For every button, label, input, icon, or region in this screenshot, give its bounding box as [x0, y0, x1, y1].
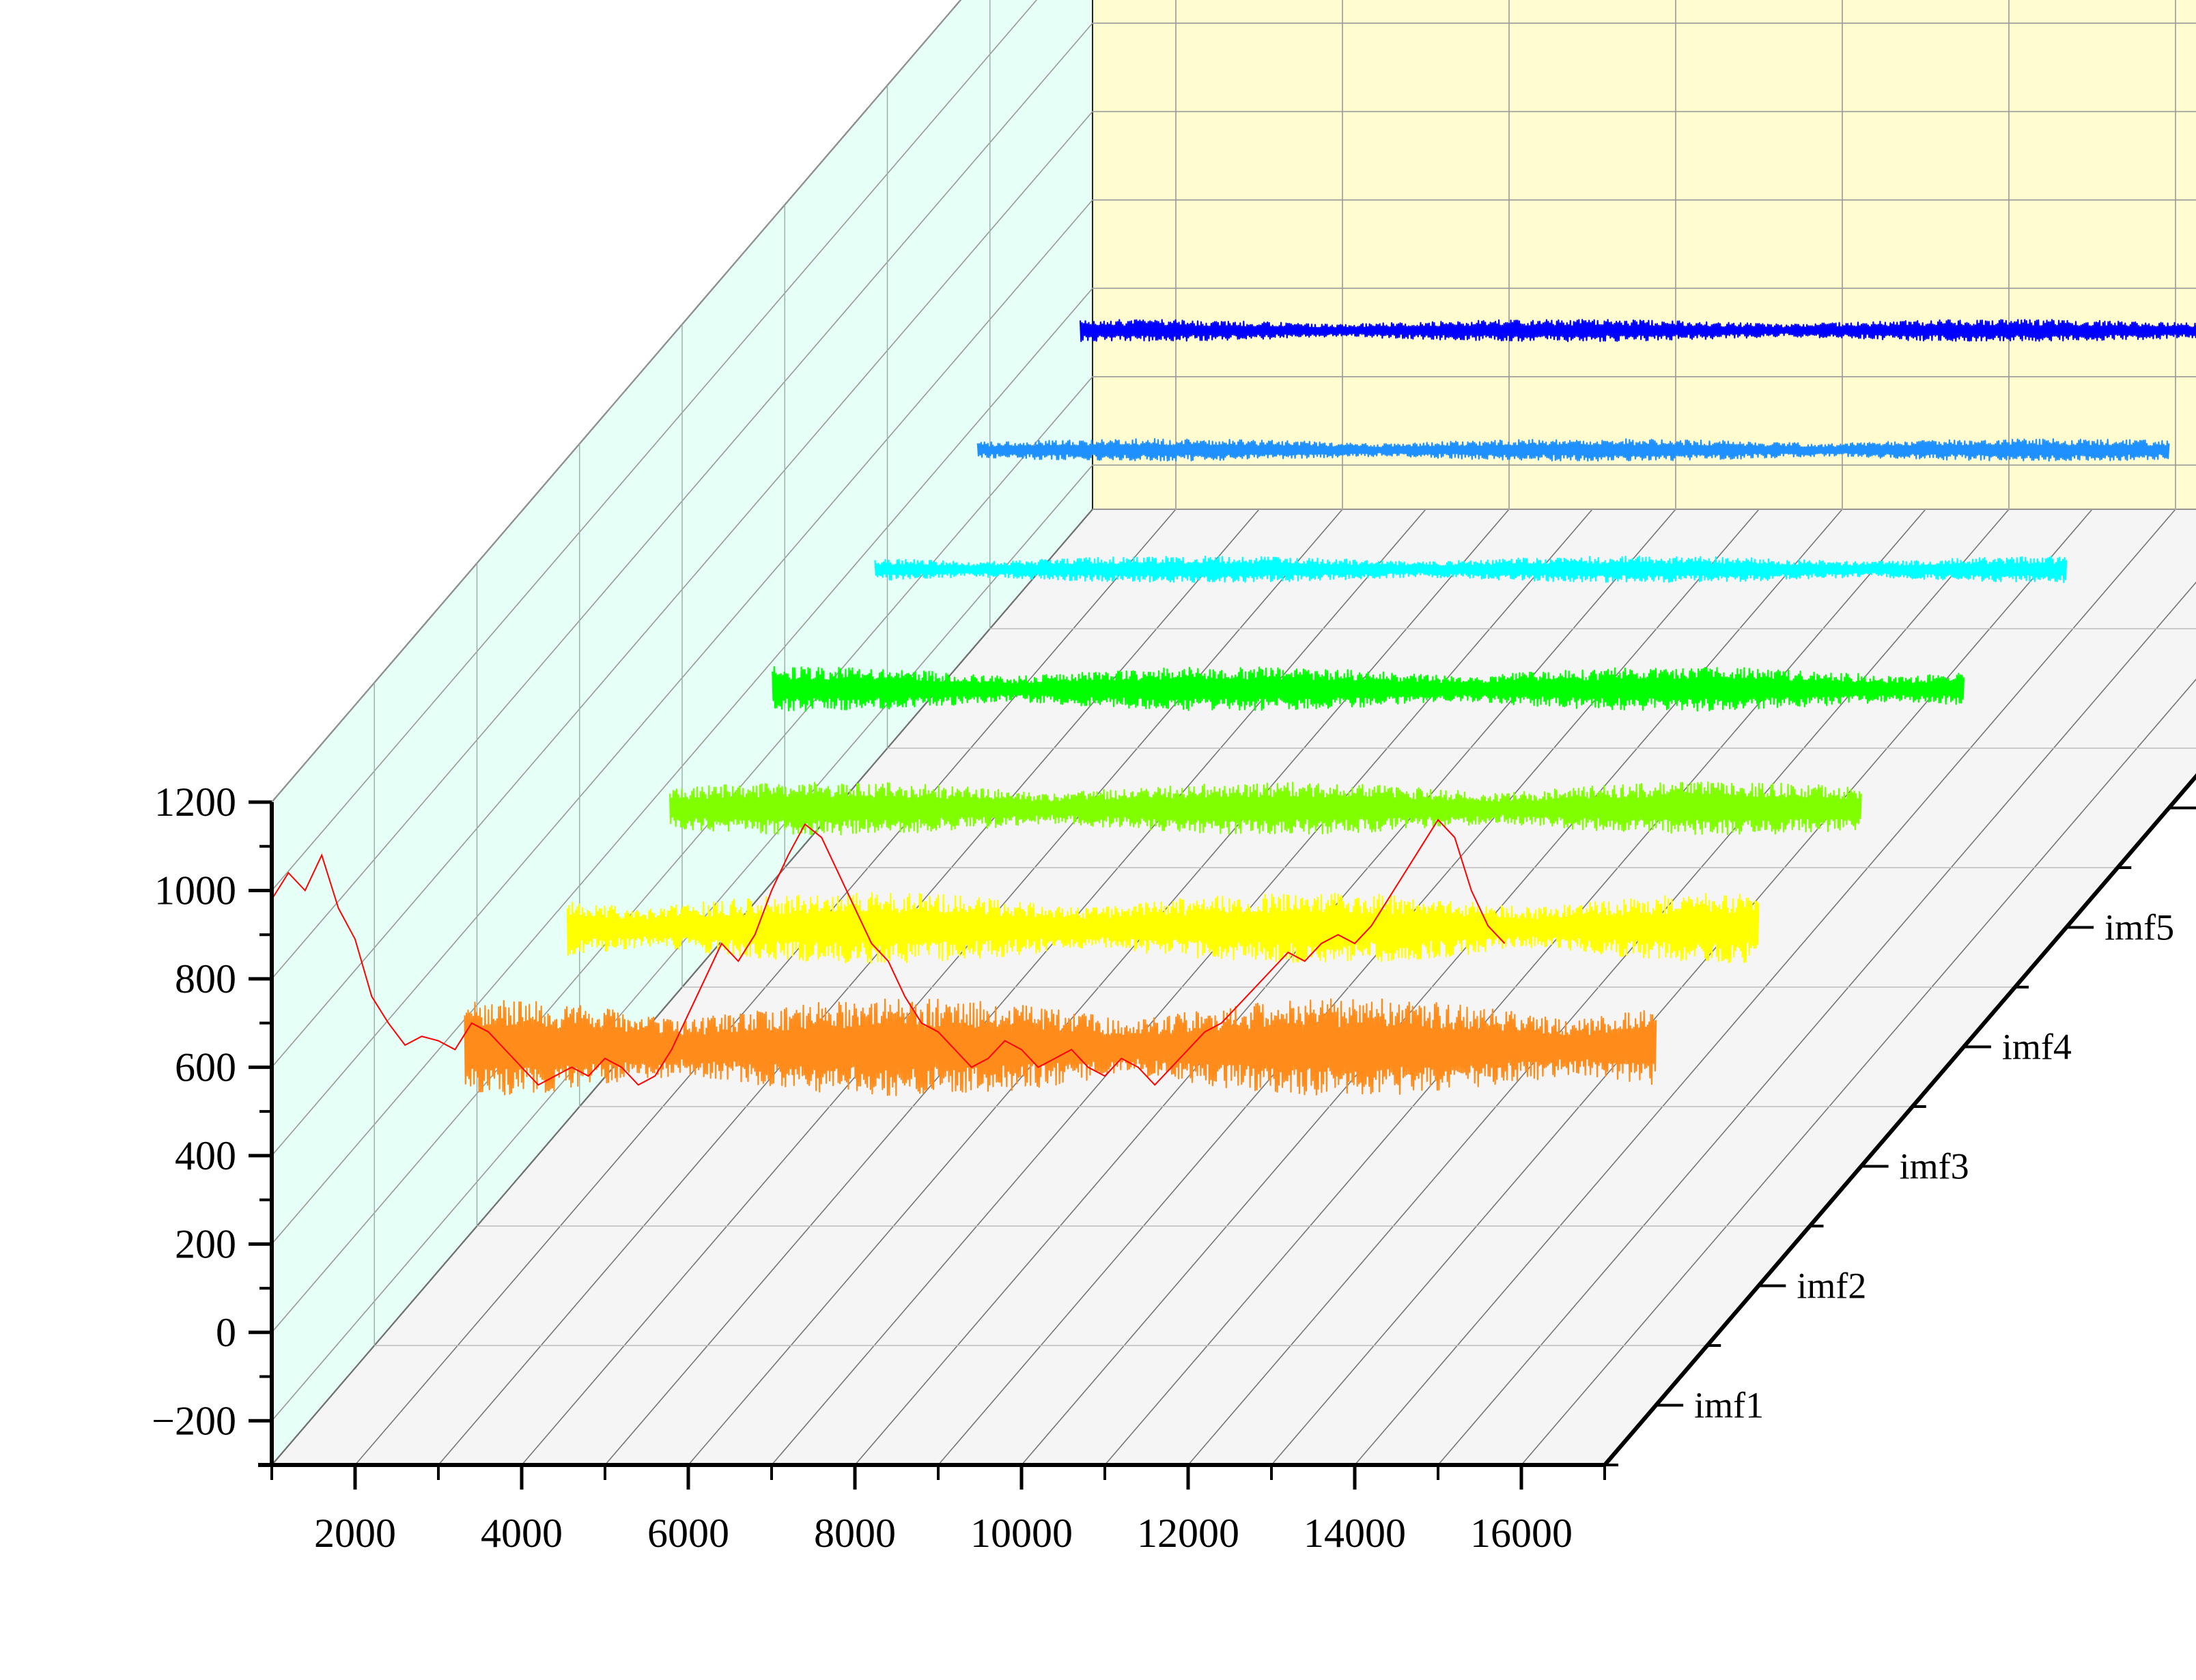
wall-gridline-y — [271, 287, 2196, 1244]
chart-gridlines — [271, 0, 2196, 1466]
x-tick-label: 6000 — [647, 1511, 729, 1556]
x-tick-label: 8000 — [814, 1511, 896, 1556]
wall-gridline-y — [271, 0, 961, 803]
y-tick-label: −200 — [152, 1398, 236, 1443]
series-imf3 — [668, 781, 1862, 836]
series-imf5 — [874, 555, 2068, 584]
series-imf1 — [464, 998, 1657, 1096]
back-wall — [1092, 0, 2196, 510]
z-category-label-imf1: imf1 — [1694, 1385, 1764, 1426]
wall-gridline-y — [271, 111, 2196, 1068]
y-tick-label: 400 — [175, 1133, 236, 1178]
x-tick-label: 10000 — [970, 1511, 1073, 1556]
overlay-layer — [271, 818, 1506, 1086]
series-layer — [464, 319, 2196, 1096]
wall-gridline-y — [271, 199, 2196, 1156]
wall-gridline-y — [271, 375, 2196, 1333]
series-imf6 — [976, 438, 2170, 462]
wall-gridline-y — [271, 464, 2196, 1421]
z-category-label-imf4: imf4 — [2002, 1027, 2072, 1068]
y-tick-label: 1200 — [154, 780, 236, 825]
x-tick-label: 12000 — [1137, 1511, 1239, 1556]
x-tick-label: 14000 — [1304, 1511, 1406, 1556]
y-tick-label: 0 — [216, 1310, 236, 1355]
x-tick-label: 2000 — [314, 1511, 396, 1556]
x-tick-label: 16000 — [1470, 1511, 1573, 1556]
y-tick-label: 200 — [175, 1221, 236, 1266]
overlay-series-line — [271, 818, 1506, 1086]
z-category-label-imf3: imf3 — [1900, 1146, 1969, 1187]
z-category-label-imf5: imf5 — [2104, 907, 2174, 948]
wall-gridline-y — [271, 23, 2196, 980]
axes-layer — [249, 773, 2196, 1490]
y-tick-label: 600 — [175, 1044, 236, 1090]
y-tick-label: 1000 — [154, 868, 236, 913]
x-tick-label: 4000 — [481, 1511, 563, 1556]
series-imf2 — [566, 892, 1760, 964]
series-imf7 — [1079, 319, 2196, 343]
series-imf4 — [772, 666, 1965, 712]
y-tick-label: 800 — [175, 956, 236, 1001]
wall-gridline-y — [271, 0, 1038, 892]
z-category-label-imf2: imf2 — [1797, 1266, 1866, 1307]
